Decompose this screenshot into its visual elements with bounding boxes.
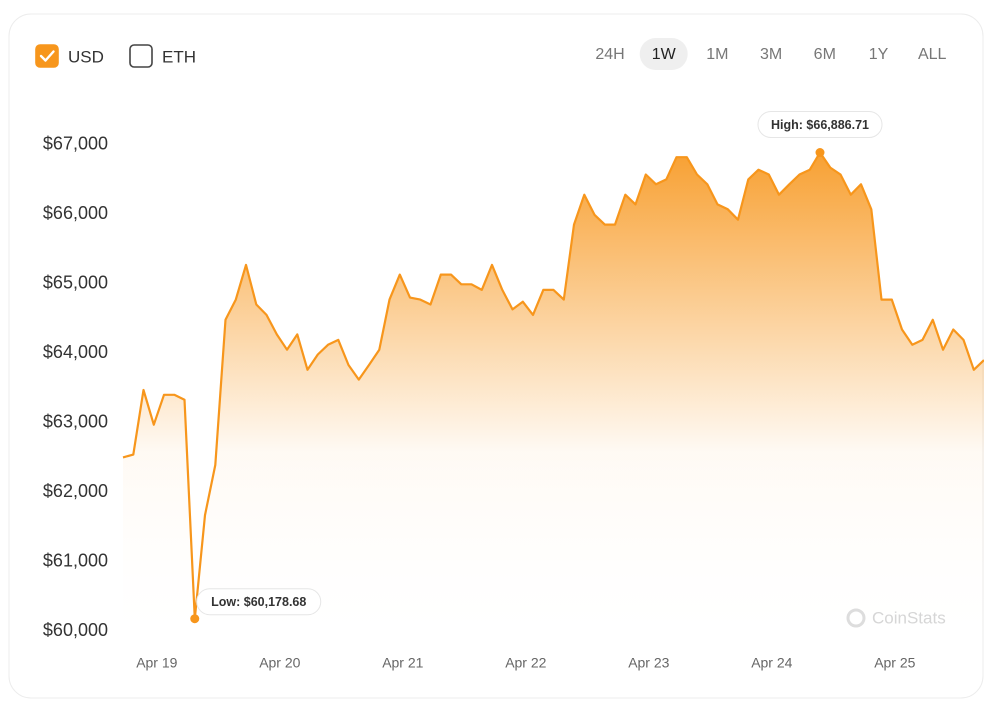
x-tick-label: Apr 23 xyxy=(628,655,669,671)
area-fill xyxy=(123,152,984,652)
y-tick-label: $64,000 xyxy=(43,342,108,362)
y-tick-label: $62,000 xyxy=(43,481,108,501)
currency-label[interactable]: ETH xyxy=(162,47,196,66)
range-tab[interactable]: 1Y xyxy=(869,46,889,63)
x-tick-label: Apr 22 xyxy=(505,655,546,671)
checkbox[interactable] xyxy=(35,44,59,68)
currency-label[interactable]: USD xyxy=(68,47,104,66)
range-tab[interactable]: 24H xyxy=(595,46,624,63)
y-tick-label: $63,000 xyxy=(43,411,108,431)
x-tick-label: Apr 20 xyxy=(259,655,300,671)
x-tick-label: Apr 25 xyxy=(874,655,915,671)
y-tick-label: $66,000 xyxy=(43,203,108,223)
extreme-marker xyxy=(815,148,825,158)
price-line xyxy=(122,151,984,620)
range-tab[interactable]: 1M xyxy=(706,46,728,63)
y-tick-label: $61,000 xyxy=(43,550,108,570)
x-tick-label: Apr 19 xyxy=(136,655,177,671)
x-tick-label: Apr 21 xyxy=(382,655,423,671)
annotation-box xyxy=(196,588,322,616)
y-tick-label: $65,000 xyxy=(43,272,108,292)
annotation: Low: $60,178.68 xyxy=(211,595,306,609)
annotation-box xyxy=(757,111,883,139)
annotation: High: $66,886.71 xyxy=(771,118,869,132)
extreme-marker xyxy=(190,614,200,624)
x-tick-label: Apr 24 xyxy=(751,655,792,671)
selected-tab-bg xyxy=(639,38,688,70)
checkbox[interactable] xyxy=(129,44,153,68)
y-tick-label: $67,000 xyxy=(43,133,108,153)
range-tab[interactable]: 1W xyxy=(652,46,677,63)
range-tab[interactable]: ALL xyxy=(918,46,947,63)
range-tab[interactable]: 3M xyxy=(760,46,782,63)
y-tick-label: $60,000 xyxy=(43,620,108,640)
range-tab[interactable]: 6M xyxy=(814,46,836,63)
check-mark xyxy=(39,50,55,62)
